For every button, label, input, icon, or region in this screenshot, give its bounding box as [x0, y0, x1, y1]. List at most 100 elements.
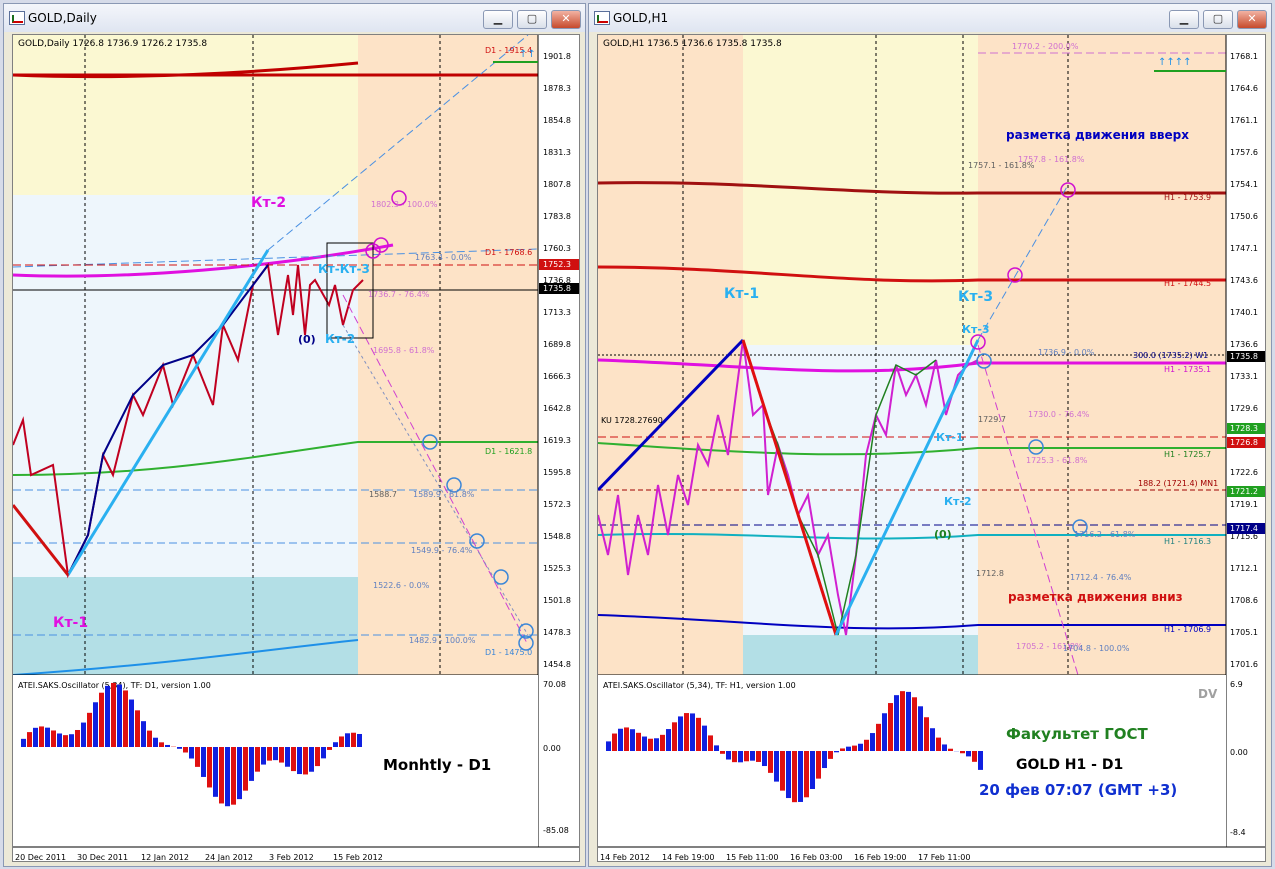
- svg-text:H1 - 1753.9: H1 - 1753.9: [1164, 193, 1211, 202]
- osc-bar: [237, 747, 242, 800]
- osc-bar: [972, 751, 977, 762]
- svg-text:1736.7 - 76.4%: 1736.7 - 76.4%: [368, 290, 430, 299]
- osc-bar: [702, 725, 707, 751]
- svg-text:1770.2 - 200.0%: 1770.2 - 200.0%: [1012, 42, 1079, 51]
- osc-bar: [129, 699, 134, 747]
- osc-bar: [207, 747, 212, 788]
- price-chart-area[interactable]: GOLD,H1 1736.5 1736.6 1735.8 1735.8 Кт-1…: [597, 34, 1266, 862]
- svg-text:D1 - 1768.6: D1 - 1768.6: [485, 248, 532, 257]
- svg-text:1712.4 - 76.4%: 1712.4 - 76.4%: [1070, 573, 1132, 582]
- osc-bar: [612, 733, 617, 751]
- osc-bar: [201, 747, 206, 777]
- osc-bar: [189, 747, 194, 759]
- svg-text:12 Jan 2012: 12 Jan 2012: [141, 853, 189, 862]
- svg-text:30 Dec 2011: 30 Dec 2011: [77, 853, 128, 862]
- osc-bar: [678, 716, 683, 751]
- svg-text:H1 - 1706.9: H1 - 1706.9: [1164, 625, 1211, 634]
- osc-bar: [315, 747, 320, 767]
- chart-window-h1[interactable]: GOLD,H1 ▁ ▢ ✕: [588, 3, 1272, 867]
- price-tick: 1666.3: [543, 372, 571, 381]
- osc-bar: [21, 738, 26, 747]
- osc-bar: [249, 747, 254, 781]
- dv-label: DV: [1198, 687, 1218, 701]
- price-tick: 1708.6: [1230, 596, 1258, 605]
- price-tick: 1854.8: [543, 116, 571, 125]
- price-tick: 1548.8: [543, 532, 571, 541]
- chart-header-info: GOLD,H1 1736.5 1736.6 1735.8 1735.8: [603, 39, 782, 49]
- price-tick: 1783.8: [543, 212, 571, 221]
- price-tick: 1729.6: [1230, 404, 1258, 413]
- label-kt3-small: Кт-3: [962, 323, 990, 336]
- price-tick: 1715.6: [1230, 532, 1258, 541]
- osc-bar: [756, 751, 761, 762]
- osc-bar: [111, 682, 116, 747]
- svg-text:1757.1 - 161.8%: 1757.1 - 161.8%: [968, 161, 1035, 170]
- price-tick: 1740.1: [1230, 308, 1258, 317]
- label-kt3: Кт-Кт-3: [318, 262, 370, 276]
- osc-bar: [870, 733, 875, 751]
- minimize-button[interactable]: ▁: [483, 10, 513, 29]
- osc-bar: [666, 729, 671, 751]
- chart-window-daily[interactable]: GOLD,Daily ▁ ▢ ✕: [3, 3, 586, 867]
- osc-bar: [876, 723, 881, 751]
- osc-bar: [45, 727, 50, 747]
- osc-bar: [768, 751, 773, 773]
- oscillator-title: ATEI.SAKS.Oscillator (5,34), TF: H1, ver…: [603, 681, 796, 690]
- svg-text:1730.0 - 76.4%: 1730.0 - 76.4%: [1028, 410, 1090, 419]
- svg-text:1729.7: 1729.7: [978, 415, 1006, 424]
- label-kt1: Кт-1: [53, 615, 88, 631]
- close-button[interactable]: ✕: [1237, 10, 1267, 29]
- osc-bar: [81, 722, 86, 747]
- price-tick: 1689.8: [543, 340, 571, 349]
- osc-bar: [888, 703, 893, 751]
- osc-bar: [696, 717, 701, 751]
- osc-bar: [948, 748, 953, 751]
- osc-bar: [303, 747, 308, 775]
- price-chart-area[interactable]: GOLD,Daily 1726.8 1736.9 1726.2 1735.8 К…: [12, 34, 580, 862]
- svg-text:17 Feb 11:00: 17 Feb 11:00: [918, 853, 970, 862]
- price-tick: 1807.8: [543, 180, 571, 189]
- minimize-button[interactable]: ▁: [1169, 10, 1199, 29]
- osc-bar: [291, 747, 296, 772]
- osc-bar: [618, 728, 623, 751]
- price-badge: [1227, 486, 1265, 497]
- osc-bar: [606, 741, 611, 751]
- price-tick: 1764.6: [1230, 84, 1258, 93]
- price-tick: 1878.3: [543, 84, 571, 93]
- title-bar[interactable]: GOLD,H1 ▁ ▢ ✕: [589, 4, 1271, 32]
- osc-bar: [642, 736, 647, 751]
- svg-text:16 Feb 03:00: 16 Feb 03:00: [790, 853, 842, 862]
- osc-bar: [936, 737, 941, 751]
- title-bar[interactable]: GOLD,Daily ▁ ▢ ✕: [4, 4, 585, 32]
- price-tick: 1750.6: [1230, 212, 1258, 221]
- close-button[interactable]: ✕: [551, 10, 581, 29]
- price-tick: 1595.8: [543, 468, 571, 477]
- price-tick: 1754.1: [1230, 180, 1258, 189]
- price-badge-text: 1726.8: [1230, 438, 1258, 447]
- svg-text:16 Feb 19:00: 16 Feb 19:00: [854, 853, 906, 862]
- osc-bar: [654, 738, 659, 751]
- osc-bar: [345, 733, 350, 747]
- osc-bar: [279, 747, 284, 763]
- annotation-up: разметка движения вверх: [1006, 128, 1189, 142]
- price-tick: 1760.3: [543, 244, 571, 253]
- osc-bar: [297, 747, 302, 775]
- maximize-button[interactable]: ▢: [1203, 10, 1233, 29]
- price-badge-text: 1735.8: [1230, 352, 1258, 361]
- osc-bar: [648, 738, 653, 751]
- label-kt1-small: Кт-1: [936, 431, 964, 444]
- maximize-button[interactable]: ▢: [517, 10, 547, 29]
- osc-bar: [660, 734, 665, 751]
- price-badge: [1227, 523, 1265, 534]
- osc-bar: [840, 748, 845, 751]
- window-title: GOLD,Daily: [28, 11, 97, 25]
- osc-bar: [105, 685, 110, 747]
- osc-bar: [708, 735, 713, 751]
- svg-text:6.9: 6.9: [1230, 680, 1243, 689]
- osc-bar: [255, 747, 260, 772]
- osc-bar: [912, 697, 917, 751]
- label-kt1: Кт-1: [724, 286, 759, 302]
- price-tick: 1736.6: [1230, 340, 1258, 349]
- daily-chart-svg: GOLD,Daily 1726.8 1736.9 1726.2 1735.8 К…: [13, 35, 579, 862]
- osc-bar: [636, 732, 641, 751]
